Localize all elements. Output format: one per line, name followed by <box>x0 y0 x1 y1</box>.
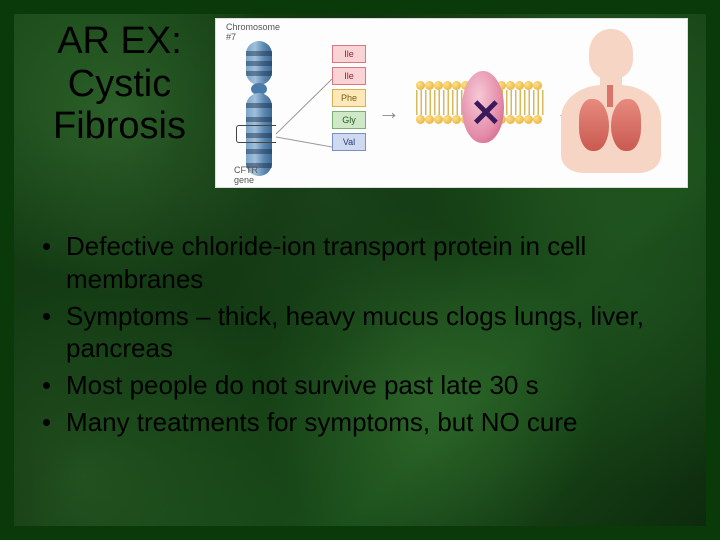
amino-acid-column: Ile Ile Phe Gly Val <box>332 45 366 151</box>
bullet-item: Many treatments for symptoms, but NO cur… <box>42 406 686 439</box>
amino-acid-box: Val <box>332 133 366 151</box>
cf-diagram: Chromosome #7 CFTR gene <box>215 18 688 188</box>
bullet-item: Symptoms – thick, heavy mucus clogs lung… <box>42 300 686 366</box>
amino-acid-box: Gly <box>332 111 366 129</box>
gene-bracket-icon <box>236 125 276 143</box>
amino-acid-box: Ile <box>332 45 366 63</box>
amino-acid-box: Ile <box>332 67 366 85</box>
gene-label: CFTR gene <box>234 165 258 185</box>
title-line: Cystic <box>32 63 207 106</box>
title-line: AR EX: <box>32 20 207 63</box>
bullet-item: Most people do not survive past late 30 … <box>42 369 686 402</box>
title-line: Fibrosis <box>32 105 207 148</box>
chromosome-label: Chromosome #7 <box>226 22 280 42</box>
chromosome-icon <box>246 41 272 176</box>
slide-title: AR EX: Cystic Fibrosis <box>32 18 207 148</box>
amino-acid-box: Phe <box>332 89 366 107</box>
x-icon: ✕ <box>470 91 502 136</box>
slide: AR EX: Cystic Fibrosis Chromosome #7 CFT… <box>0 0 720 540</box>
arrow-icon: → <box>378 99 400 125</box>
connector-lines-icon <box>276 79 332 149</box>
top-row: AR EX: Cystic Fibrosis Chromosome #7 CFT… <box>14 14 706 188</box>
human-body-icon <box>545 27 675 177</box>
bullet-item: Defective chloride-ion transport protein… <box>42 230 686 296</box>
bullet-list: Defective chloride-ion transport protein… <box>42 230 686 443</box>
